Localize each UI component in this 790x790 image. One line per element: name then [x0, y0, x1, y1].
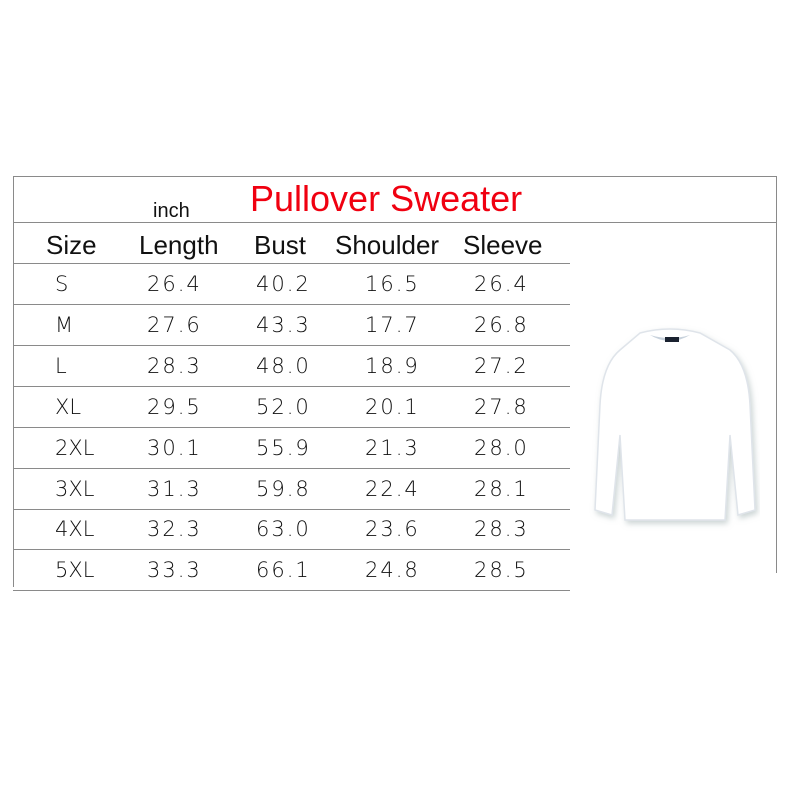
cell-sleeve: 27.2: [474, 353, 529, 378]
row-divider: [13, 590, 570, 592]
table-row: 4XL 32.3 63.0 23.6 28.3: [0, 509, 570, 551]
cell-shoulder: 24.8: [365, 558, 420, 583]
cell-size: M: [55, 312, 74, 337]
cell-shoulder: 18.9: [365, 353, 420, 378]
row-divider: [13, 426, 570, 428]
cell-size: 3XL: [55, 476, 95, 501]
table-row: M 27.6 43.3 17.7 26.8: [0, 305, 570, 346]
cell-size: 5XL: [55, 558, 95, 583]
cell-size: L: [55, 353, 67, 378]
table-row: 2XL 30.1 55.9 21.3 28.0: [0, 428, 570, 469]
cell-length: 26.4: [147, 272, 202, 296]
cell-length: 27.6: [147, 312, 202, 337]
row-divider: [13, 344, 570, 346]
cell-length: 28.3: [147, 353, 202, 378]
border-top: [13, 176, 777, 177]
cell-bust: 66.1: [256, 558, 311, 583]
row-divider: [13, 304, 570, 305]
cell-shoulder: 17.7: [365, 312, 420, 337]
cell-sleeve: 28.1: [474, 476, 529, 501]
header-length: Length: [139, 230, 219, 260]
chart-title: Pullover Sweater: [250, 178, 523, 219]
row-divider: [13, 549, 570, 551]
cell-shoulder: 21.3: [365, 435, 420, 460]
cell-length: 29.5: [147, 394, 202, 419]
cell-bust: 63.0: [256, 517, 311, 542]
sweater-image: [594, 328, 756, 521]
border-left: [13, 176, 14, 587]
table-row: 5XL 33.3 66.1 24.8 28.5: [0, 550, 570, 592]
title-divider: [13, 222, 777, 223]
cell-size: XL: [55, 394, 82, 419]
cell-length: 33.3: [147, 558, 202, 583]
cell-sleeve: 26.4: [474, 272, 529, 296]
cell-shoulder: 23.6: [365, 517, 420, 542]
cell-bust: 55.9: [256, 435, 311, 460]
cell-size: 4XL: [55, 517, 95, 542]
header-divider: [13, 263, 570, 264]
cell-sleeve: 28.0: [474, 435, 529, 460]
cell-shoulder: 20.1: [365, 394, 420, 419]
cell-size: 2XL: [55, 435, 95, 460]
cell-bust: 40.2: [256, 272, 311, 296]
unit-label: inch: [153, 200, 190, 222]
border-right: [776, 176, 777, 573]
row-divider: [13, 508, 570, 510]
table-row: L 28.3 48.0 18.9 27.2: [0, 346, 570, 387]
cell-sleeve: 28.3: [474, 517, 529, 542]
cell-bust: 59.8: [256, 476, 311, 501]
cell-sleeve: 26.8: [474, 312, 529, 337]
cell-shoulder: 22.4: [365, 476, 420, 501]
table-row: 3XL 31.3 59.8 22.4 28.1: [0, 469, 570, 510]
row-divider: [13, 385, 570, 387]
cell-shoulder: 16.5: [365, 272, 420, 296]
header-size: Size: [46, 230, 97, 260]
cell-bust: 43.3: [256, 312, 311, 337]
cell-length: 31.3: [147, 476, 202, 501]
header-bust: Bust: [254, 230, 307, 260]
cell-bust: 52.0: [256, 394, 311, 419]
table-row: S 26.4 40.2 16.5 26.4: [0, 264, 570, 305]
cell-length: 30.1: [147, 435, 202, 460]
header-shoulder: Shoulder: [335, 230, 440, 260]
header-sleeve: Sleeve: [463, 230, 543, 260]
cell-bust: 48.0: [256, 353, 311, 378]
cell-sleeve: 27.8: [474, 394, 529, 419]
table-row: XL 29.5 52.0 20.1 27.8: [0, 387, 570, 428]
cell-sleeve: 28.5: [474, 558, 529, 583]
row-divider: [13, 467, 570, 469]
cell-size: S: [55, 272, 69, 296]
cell-length: 32.3: [147, 517, 202, 542]
